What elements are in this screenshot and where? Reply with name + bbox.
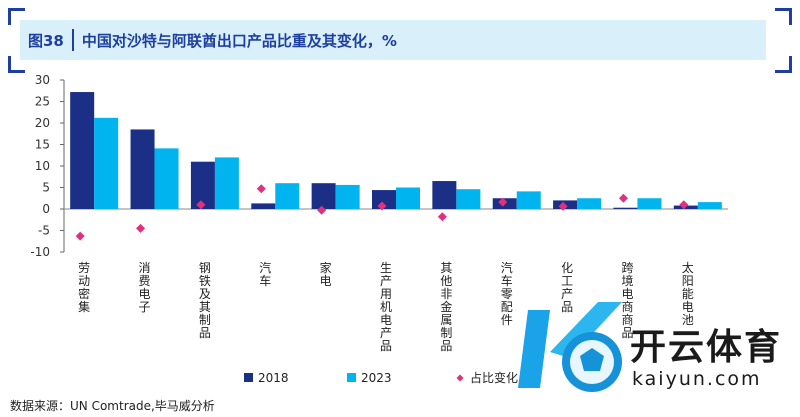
change-point-0 [75, 231, 85, 241]
change-point-10 [679, 200, 689, 210]
category-label: 钢铁及其制品 [199, 261, 211, 340]
y-tick-label: 20 [35, 116, 50, 130]
bar-2023-6 [456, 189, 481, 209]
legend-swatch-2018 [244, 373, 253, 382]
bar-2023-5 [396, 187, 420, 209]
change-point-9 [618, 193, 628, 203]
frame-corner-bottom-right [775, 56, 792, 73]
bar-2018-10 [673, 205, 698, 209]
bar-2023-9 [637, 198, 662, 209]
change-point-2 [196, 200, 206, 210]
category-label: 生产用机电产品 [380, 261, 392, 353]
y-tick-label: -5 [38, 224, 50, 238]
bar-2023-4 [335, 184, 360, 209]
category-label: 其他非金属制品 [440, 261, 452, 353]
legend-swatch-change [456, 374, 464, 382]
bars [70, 92, 722, 209]
category-label: 太阳能电池 [682, 260, 694, 327]
source-note: 数据来源：UN Comtrade,毕马威分析 [10, 399, 215, 413]
bar-2023-7 [516, 191, 541, 209]
y-tick-label: 5 [42, 181, 50, 195]
watermark-logo: 开云体育 kaiyun.com [518, 292, 788, 402]
category-label: 汽车 [259, 260, 271, 288]
change-point-1 [136, 223, 146, 233]
y-tick-label: 25 [35, 95, 50, 109]
bar-2018-1 [130, 129, 155, 209]
y-tick-label: 0 [42, 202, 50, 216]
change-point-5 [377, 201, 387, 211]
bar-2018-0 [70, 92, 95, 209]
category-label: 劳动密集 [78, 261, 90, 314]
frame-corner-bottom-left [8, 56, 25, 73]
bar-2018-2 [190, 161, 215, 209]
y-tick-label: 30 [35, 73, 50, 87]
legend-label: 2018 [258, 371, 289, 385]
bar-2018-4 [311, 183, 336, 209]
bar-2018-6 [432, 181, 457, 209]
category-label: 家电 [320, 260, 332, 288]
category-labels: 劳动密集 消费电子 钢铁及其制品 汽车 家电 生产用机电产品 其他非金属制品 汽车零配件 化工产… [78, 260, 694, 353]
change-point-4 [317, 205, 327, 215]
bar-2018-3 [251, 203, 276, 209]
change-points [75, 184, 689, 241]
watermark-text-en: kaiyun.com [632, 368, 762, 390]
chart-title: 中国对沙特与阿联酋出口产品比重及其变化，% [81, 31, 397, 50]
frame-corner-top-left [8, 8, 25, 25]
kaiyun-logo-icon [518, 302, 622, 392]
watermark-text-cn: 开云体育 [630, 327, 783, 368]
category-label: 跨境电商商品 [621, 261, 633, 340]
category-label: 化工产品 [561, 261, 573, 314]
legend: 2018 2023 占比变化 [244, 370, 518, 385]
legend-swatch-2023 [347, 373, 356, 382]
bar-2023-2 [214, 157, 239, 209]
y-tick-label: 10 [35, 159, 50, 173]
bar-2018-5 [372, 190, 396, 209]
bar-2023-10 [697, 202, 722, 209]
y-tick-label: -10 [30, 245, 50, 259]
change-point-6 [437, 212, 447, 222]
bar-2018-9 [613, 207, 638, 209]
frame-corner-top-right [775, 8, 792, 25]
title-bar: 图38 中国对沙特与阿联酋出口产品比重及其变化，% [20, 20, 766, 60]
category-label: 汽车零配件 [501, 260, 513, 327]
change-point-7 [498, 197, 508, 207]
legend-label: 2023 [361, 371, 392, 385]
bar-2023-1 [154, 148, 179, 209]
bar-2023-3 [275, 183, 300, 209]
legend-label: 占比变化 [470, 370, 518, 385]
figure-number: 图38 [28, 31, 64, 50]
category-label: 消费电子 [139, 261, 151, 314]
change-point-3 [256, 184, 266, 194]
bar-2023-8 [577, 198, 602, 209]
change-point-8 [558, 201, 568, 211]
bar-2023-0 [94, 117, 119, 209]
y-tick-label: 15 [35, 138, 50, 152]
title-separator [71, 29, 74, 51]
